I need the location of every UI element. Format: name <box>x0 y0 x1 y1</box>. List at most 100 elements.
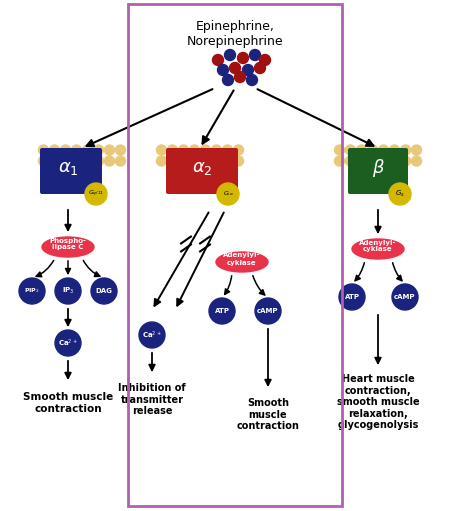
Circle shape <box>49 156 60 166</box>
Circle shape <box>356 156 366 166</box>
Circle shape <box>104 145 115 155</box>
Circle shape <box>104 156 115 166</box>
FancyBboxPatch shape <box>348 148 408 194</box>
Ellipse shape <box>42 237 94 257</box>
Circle shape <box>392 284 418 310</box>
Text: Smooth muscle
contraction: Smooth muscle contraction <box>23 392 113 413</box>
Circle shape <box>237 53 248 63</box>
FancyBboxPatch shape <box>40 148 102 194</box>
Text: $\alpha_2$: $\alpha_2$ <box>191 159 212 177</box>
Circle shape <box>49 145 60 155</box>
Circle shape <box>91 278 117 304</box>
Circle shape <box>335 145 345 155</box>
Circle shape <box>346 156 356 166</box>
Circle shape <box>116 156 126 166</box>
Ellipse shape <box>216 252 268 272</box>
Circle shape <box>167 145 177 155</box>
Circle shape <box>379 145 389 155</box>
Text: Adenylyl-
cyklase: Adenylyl- cyklase <box>223 252 261 266</box>
Circle shape <box>179 156 189 166</box>
Circle shape <box>217 183 239 205</box>
Text: cAMP: cAMP <box>257 308 279 314</box>
Text: $G_s$: $G_s$ <box>395 189 405 199</box>
Circle shape <box>179 145 189 155</box>
Circle shape <box>218 64 228 76</box>
Text: $G_{q/11}$: $G_{q/11}$ <box>88 189 104 199</box>
Circle shape <box>234 145 244 155</box>
Text: IP$_3$: IP$_3$ <box>62 286 74 296</box>
Circle shape <box>61 156 71 166</box>
Ellipse shape <box>352 239 404 259</box>
Text: ATP: ATP <box>345 294 359 300</box>
Circle shape <box>93 156 103 166</box>
Circle shape <box>156 145 166 155</box>
Text: $\beta$: $\beta$ <box>372 157 384 179</box>
Circle shape <box>411 156 421 166</box>
Circle shape <box>55 330 81 356</box>
Circle shape <box>82 156 92 166</box>
Circle shape <box>379 156 389 166</box>
Text: Inhibition of
transmitter
release: Inhibition of transmitter release <box>118 383 186 416</box>
Circle shape <box>249 50 261 60</box>
Circle shape <box>367 156 377 166</box>
Text: Epinephrine,
Norepinephrine: Epinephrine, Norepinephrine <box>187 20 283 48</box>
Circle shape <box>259 55 271 65</box>
Circle shape <box>222 156 233 166</box>
Text: Smooth
muscle
contraction: Smooth muscle contraction <box>237 398 300 431</box>
Text: $\alpha_1$: $\alpha_1$ <box>58 159 78 177</box>
Circle shape <box>167 156 177 166</box>
Circle shape <box>85 183 107 205</box>
Circle shape <box>38 145 48 155</box>
Circle shape <box>72 145 82 155</box>
Text: $G_{i\alpha}$: $G_{i\alpha}$ <box>223 190 233 198</box>
FancyBboxPatch shape <box>166 148 238 194</box>
Text: Ca$^{2+}$: Ca$^{2+}$ <box>58 337 78 349</box>
Circle shape <box>389 183 411 205</box>
Text: ATP: ATP <box>215 308 229 314</box>
Circle shape <box>93 145 103 155</box>
Text: PIP$_2$: PIP$_2$ <box>24 287 40 295</box>
Circle shape <box>201 145 210 155</box>
Circle shape <box>335 156 345 166</box>
Circle shape <box>255 62 265 74</box>
Circle shape <box>390 145 400 155</box>
Circle shape <box>401 156 410 166</box>
Circle shape <box>234 156 244 166</box>
Circle shape <box>38 156 48 166</box>
Circle shape <box>225 50 236 60</box>
Circle shape <box>82 145 92 155</box>
Circle shape <box>116 145 126 155</box>
Circle shape <box>19 278 45 304</box>
Circle shape <box>411 145 421 155</box>
Circle shape <box>339 284 365 310</box>
Circle shape <box>139 322 165 348</box>
Circle shape <box>390 156 400 166</box>
Text: Adenylyl-
cyklase: Adenylyl- cyklase <box>359 240 397 252</box>
Circle shape <box>201 156 210 166</box>
Circle shape <box>243 64 254 76</box>
Circle shape <box>156 156 166 166</box>
Circle shape <box>55 278 81 304</box>
Circle shape <box>212 55 224 65</box>
Text: Heart muscle
contraction,
smooth muscle
relaxation,
glycogenolysis: Heart muscle contraction, smooth muscle … <box>337 374 419 430</box>
Circle shape <box>356 145 366 155</box>
Circle shape <box>190 145 200 155</box>
Circle shape <box>211 145 221 155</box>
Circle shape <box>367 145 377 155</box>
Circle shape <box>61 145 71 155</box>
Bar <box>128 4 342 506</box>
Circle shape <box>222 145 233 155</box>
Circle shape <box>222 75 234 85</box>
Circle shape <box>235 72 246 82</box>
Text: DAG: DAG <box>96 288 112 294</box>
Circle shape <box>246 75 257 85</box>
Circle shape <box>229 62 240 74</box>
Circle shape <box>255 298 281 324</box>
Text: cAMP: cAMP <box>394 294 416 300</box>
Circle shape <box>401 145 410 155</box>
Circle shape <box>190 156 200 166</box>
Circle shape <box>209 298 235 324</box>
Circle shape <box>211 156 221 166</box>
Circle shape <box>346 145 356 155</box>
Text: Phospho-
lipase C: Phospho- lipase C <box>50 238 86 250</box>
